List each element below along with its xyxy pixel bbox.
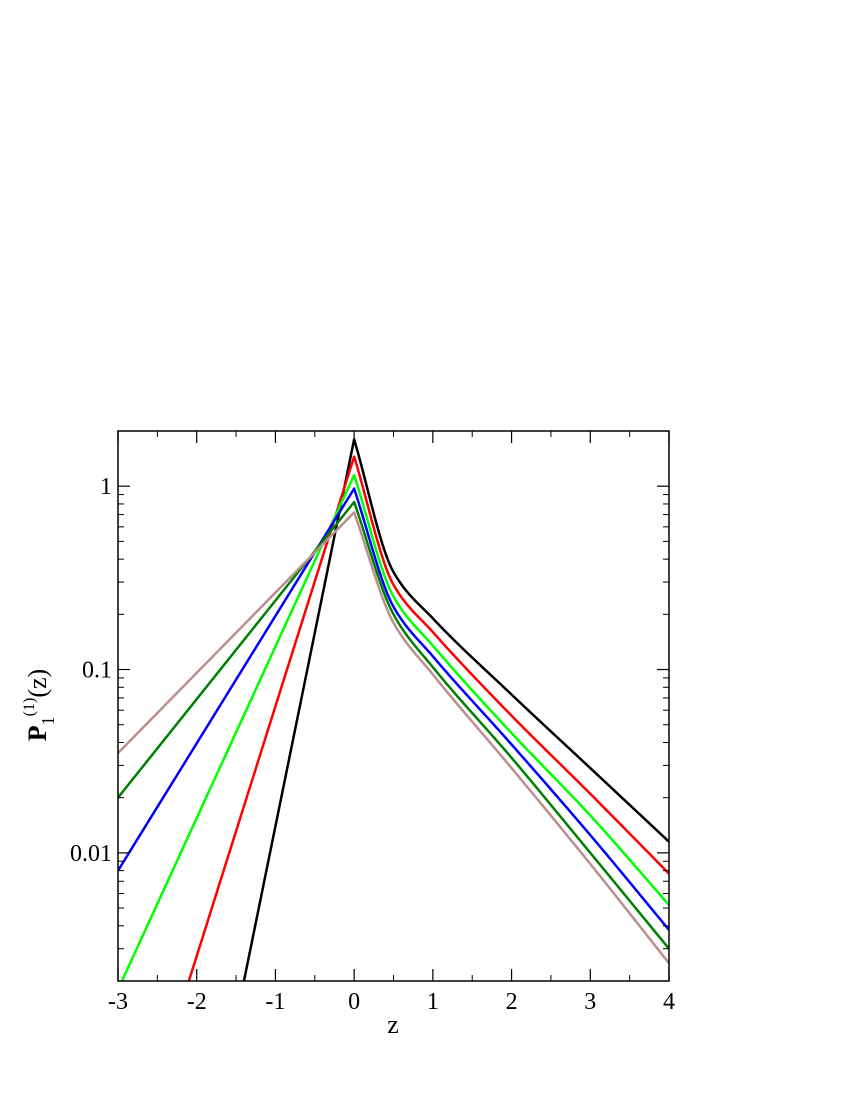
y-axis-label-subscript: 1: [38, 716, 58, 725]
x-tick-label: 4: [663, 989, 675, 1015]
plot-frame: [117, 430, 670, 982]
x-tick-label: -2: [187, 989, 207, 1015]
ticks-layer: [117, 431, 670, 981]
x-axis-label: z: [387, 1010, 399, 1039]
series-line-4: [118, 487, 669, 931]
series-line-1: [242, 438, 669, 981]
series-line-6: [118, 511, 669, 965]
labels-layer: -3 -2 -1 0 1 2 3 4 0.01 0.1 1: [70, 474, 675, 1015]
x-tick-label: -1: [265, 989, 285, 1015]
y-axis-label-main: P: [23, 725, 52, 741]
y-axis-label: P1(1)(z): [21, 669, 58, 741]
y-tick-label: 0.01: [70, 841, 112, 867]
y-tick-label: 0.1: [82, 658, 112, 684]
x-tick-label: 0: [348, 989, 360, 1015]
x-tick-label: -3: [108, 989, 128, 1015]
x-tick-label: 1: [427, 989, 439, 1015]
series-line-2: [187, 455, 669, 981]
series-layer: [118, 438, 669, 981]
x-tick-label: 3: [584, 989, 596, 1015]
series-line-3: [120, 473, 669, 981]
y-axis-label-suffix: (z): [23, 669, 52, 698]
series-line-5: [118, 500, 669, 950]
y-axis-label-superscript: (1): [21, 698, 38, 717]
y-tick-label: 1: [100, 474, 112, 500]
x-tick-label: 2: [506, 989, 518, 1015]
